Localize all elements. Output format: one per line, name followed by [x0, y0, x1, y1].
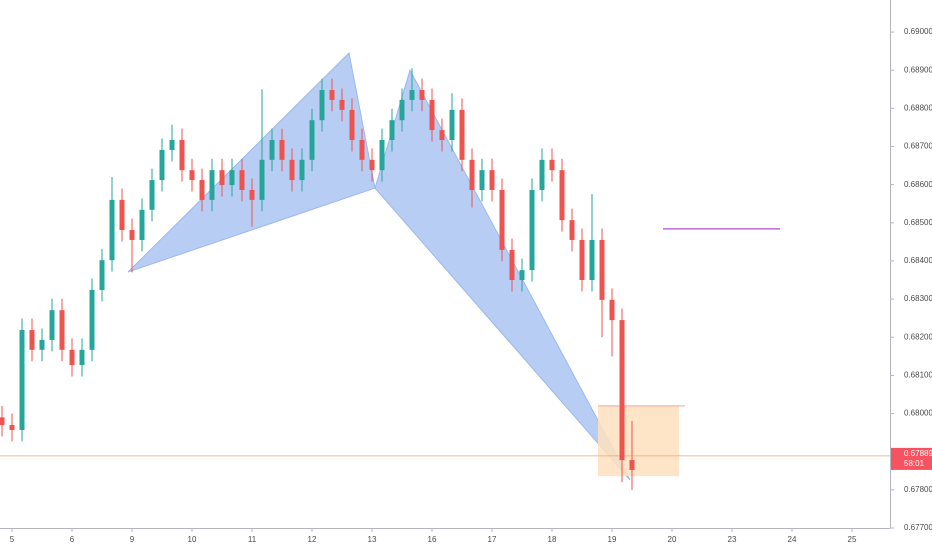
candle-body [369, 159, 375, 171]
candle-body [459, 109, 465, 160]
candle-body [249, 189, 255, 200]
candle-body [329, 90, 335, 100]
candle-body [19, 330, 25, 430]
candle-body [319, 90, 325, 121]
target-box [598, 405, 679, 477]
candle-body [119, 199, 125, 231]
candle-body [529, 189, 535, 271]
candle-body [229, 170, 235, 186]
countdown-label: 58:01 [904, 459, 925, 468]
candle-body [339, 99, 345, 110]
candle-body [209, 170, 215, 200]
y-tick-label: 0.68200 [904, 332, 932, 341]
x-tick-label: 25 [848, 535, 857, 544]
candle-body [609, 299, 615, 321]
candle-body [449, 109, 455, 141]
y-tick-label: 0.68100 [904, 371, 932, 380]
x-tick-label: 20 [668, 535, 677, 544]
x-tick-label: 6 [70, 535, 75, 544]
candle-body [509, 249, 515, 281]
candle-body [469, 159, 475, 190]
y-tick-label: 0.68300 [904, 294, 932, 303]
candle-body [419, 90, 425, 100]
y-tick-label: 0.68800 [904, 103, 932, 112]
candle-body [499, 189, 505, 250]
candle-body [189, 170, 195, 181]
y-tick-label: 0.67700 [904, 523, 932, 532]
candle-body [349, 109, 355, 141]
candle-body [519, 270, 525, 281]
y-tick-label: 0.68900 [904, 65, 932, 74]
candle-body [579, 239, 585, 281]
candle-body [539, 159, 545, 190]
candle-body [569, 220, 575, 240]
candle-body [289, 159, 295, 181]
x-tick-label: 10 [188, 535, 197, 544]
candle-body [139, 209, 145, 240]
candle-body [29, 330, 35, 350]
x-tick-label: 16 [428, 535, 437, 544]
candle-body [399, 99, 405, 121]
candle-body [379, 140, 385, 171]
x-tick-label: 19 [608, 535, 617, 544]
candle-body [0, 417, 5, 425]
x-tick-label: 5 [10, 535, 15, 544]
candle-body [159, 149, 165, 181]
x-tick-label: 17 [488, 535, 497, 544]
candle-body [219, 170, 225, 186]
candle-body [39, 339, 45, 350]
candle-body [299, 159, 305, 181]
y-tick-label: 0.68400 [904, 256, 932, 265]
candle-body [629, 460, 635, 471]
x-tick-label: 11 [248, 535, 257, 544]
candle-body [199, 180, 205, 200]
x-tick-label: 13 [368, 535, 377, 544]
candle-body [489, 170, 495, 190]
last-price-label: 0.67889 [904, 449, 932, 458]
candle-body [279, 140, 285, 160]
candle-body [439, 130, 445, 141]
candle-body [59, 310, 65, 350]
y-tick-label: 0.68700 [904, 142, 932, 151]
candle-body [549, 159, 555, 171]
candle-body [259, 159, 265, 200]
candle-body [429, 99, 435, 131]
x-tick-label: 18 [548, 535, 557, 544]
candle-body [149, 180, 155, 210]
x-tick-label: 24 [788, 535, 797, 544]
candle-body [9, 424, 15, 430]
candle-body [69, 349, 75, 366]
candle-body [99, 260, 105, 290]
candle-body [389, 120, 395, 141]
candle-body [79, 349, 85, 366]
candle-body [269, 140, 275, 160]
last-price-badge [891, 447, 932, 470]
candle-body [109, 199, 115, 261]
y-tick-label: 0.68500 [904, 218, 932, 227]
candle-body [129, 230, 135, 240]
candle-body [169, 140, 175, 150]
y-tick-label: 0.69000 [904, 27, 932, 36]
y-tick-label: 0.68600 [904, 180, 932, 189]
candle-body [619, 320, 625, 461]
candle-body [89, 289, 95, 350]
candle-body [239, 170, 245, 190]
x-tick-label: 9 [130, 535, 135, 544]
y-tick-label: 0.68000 [904, 409, 932, 418]
x-tick-label: 23 [728, 535, 737, 544]
candle-body [179, 140, 185, 171]
candle-body [49, 310, 55, 340]
candle-body [409, 90, 415, 100]
candle-body [479, 170, 485, 190]
harmonic-pattern [127, 52, 376, 273]
candle-body [559, 170, 565, 221]
x-tick-label: 12 [308, 535, 317, 544]
candle-body [589, 239, 595, 281]
candle-body [309, 120, 315, 160]
y-tick-label: 0.67800 [904, 485, 932, 494]
candle-body [359, 140, 365, 160]
candle-body [599, 239, 605, 300]
